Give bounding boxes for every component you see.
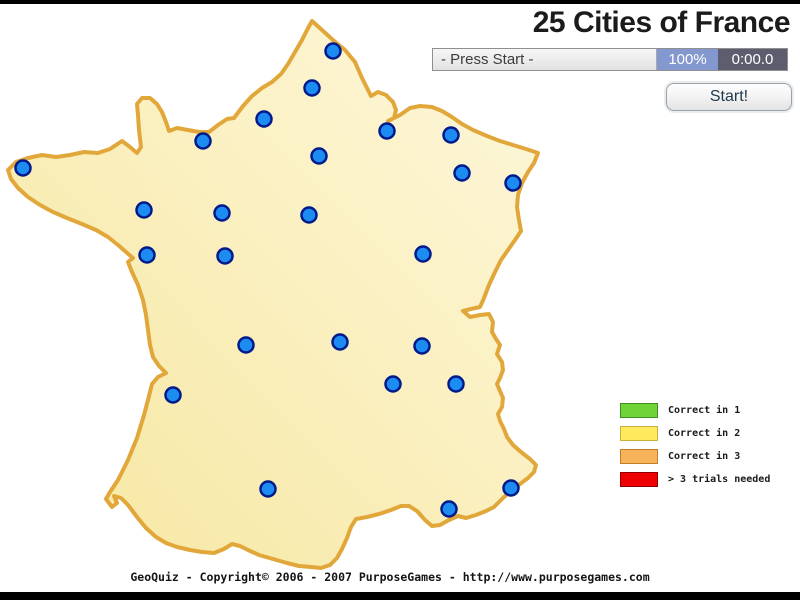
city-marker[interactable] xyxy=(324,42,342,60)
city-marker[interactable] xyxy=(303,79,321,97)
city-marker[interactable] xyxy=(194,132,212,150)
page-title: 25 Cities of France xyxy=(532,6,791,39)
city-marker[interactable] xyxy=(442,126,460,144)
status-bar: - Press Start - 100% 0:00.0 xyxy=(432,48,788,71)
city-marker[interactable] xyxy=(331,333,349,351)
city-marker[interactable] xyxy=(138,246,156,264)
legend-item: Correct in 2 xyxy=(620,426,770,441)
score-percent: 100% xyxy=(657,49,718,70)
legend-label: Correct in 1 xyxy=(668,405,741,416)
legend-swatch-icon xyxy=(620,403,658,418)
legend-item: Correct in 3 xyxy=(620,449,770,464)
legend: Correct in 1 Correct in 2 Correct in 3 > 3 … xyxy=(620,403,770,495)
city-marker[interactable] xyxy=(440,500,458,518)
city-marker[interactable] xyxy=(14,159,32,177)
city-marker[interactable] xyxy=(237,336,255,354)
legend-label: > 3 trials needed xyxy=(668,474,771,485)
city-marker[interactable] xyxy=(213,204,231,222)
legend-label: Correct in 3 xyxy=(668,451,741,462)
legend-item: Correct in 1 xyxy=(620,403,770,418)
top-frame-bar xyxy=(0,0,800,4)
city-marker[interactable] xyxy=(413,337,431,355)
city-marker[interactable] xyxy=(310,147,328,165)
legend-swatch-icon xyxy=(620,449,658,464)
city-marker[interactable] xyxy=(216,247,234,265)
bottom-frame-bar xyxy=(0,592,800,600)
city-marker[interactable] xyxy=(378,122,396,140)
city-marker[interactable] xyxy=(300,206,318,224)
legend-swatch-icon xyxy=(620,426,658,441)
start-button[interactable]: Start! xyxy=(666,83,792,111)
legend-swatch-icon xyxy=(620,472,658,487)
city-marker[interactable] xyxy=(135,201,153,219)
city-markers xyxy=(14,42,522,518)
france-outline xyxy=(6,19,540,570)
status-message: - Press Start - xyxy=(433,49,657,70)
timer: 0:00.0 xyxy=(718,49,787,70)
footer-credit: GeoQuiz - Copyright© 2006 - 2007 Purpose… xyxy=(130,570,650,584)
city-marker[interactable] xyxy=(164,386,182,404)
city-marker[interactable] xyxy=(453,164,471,182)
city-marker[interactable] xyxy=(504,174,522,192)
city-marker[interactable] xyxy=(259,480,277,498)
city-marker[interactable] xyxy=(502,479,520,497)
city-marker[interactable] xyxy=(447,375,465,393)
city-marker[interactable] xyxy=(255,110,273,128)
city-marker[interactable] xyxy=(384,375,402,393)
legend-label: Correct in 2 xyxy=(668,428,741,439)
legend-item: > 3 trials needed xyxy=(620,472,770,487)
city-marker[interactable] xyxy=(414,245,432,263)
